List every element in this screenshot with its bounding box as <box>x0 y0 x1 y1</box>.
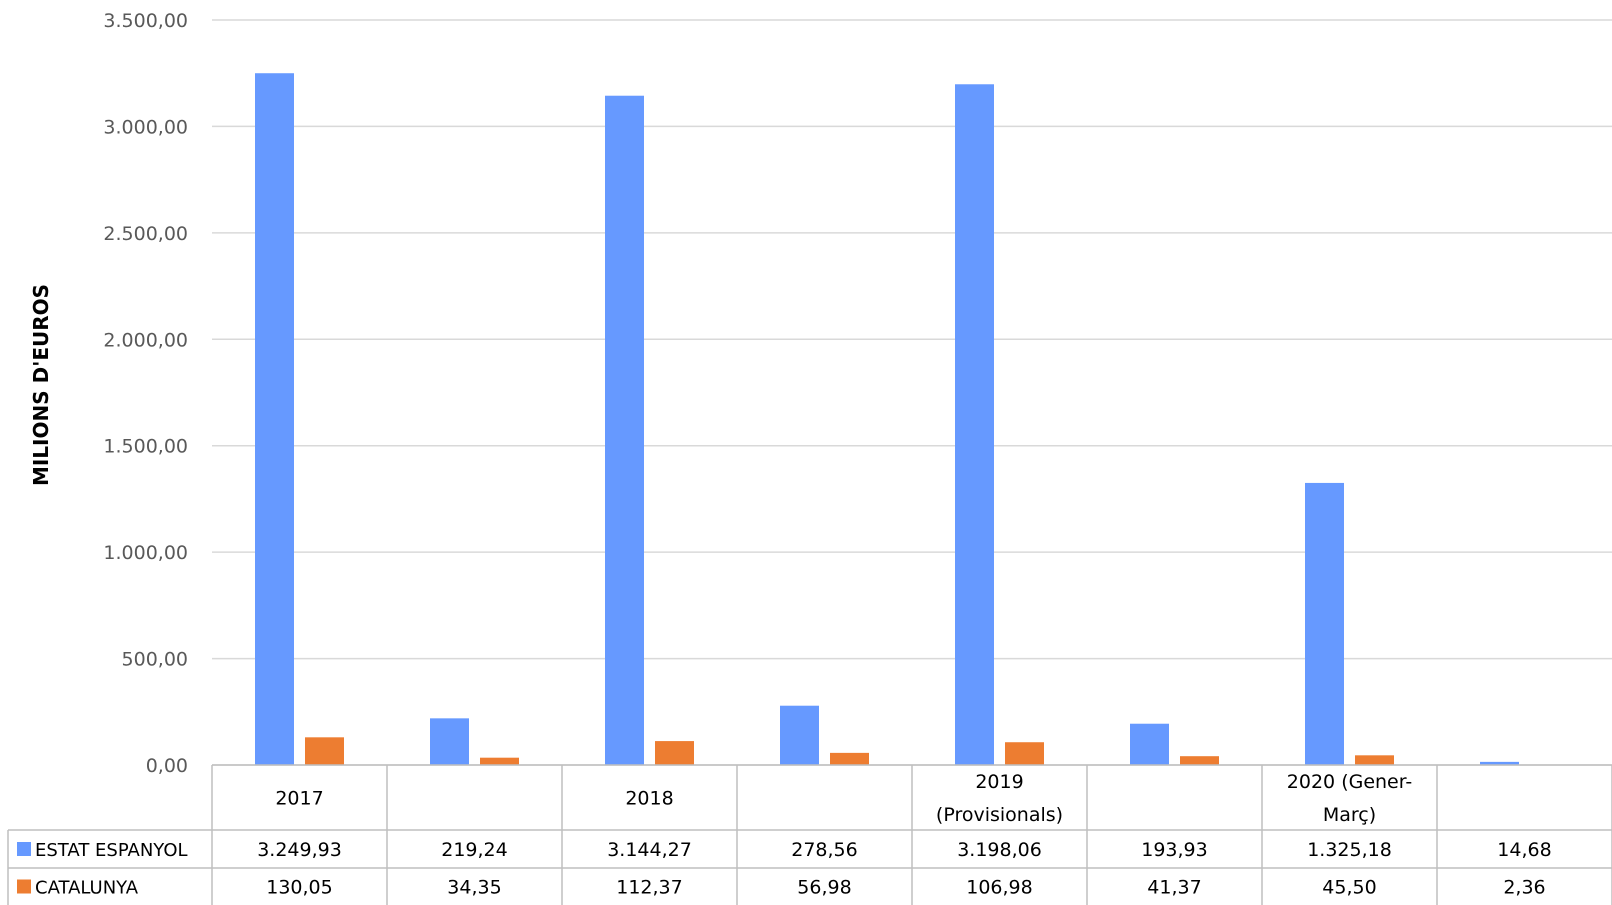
data-label: 3.198,06 <box>957 839 1042 861</box>
legend-swatch <box>17 842 31 856</box>
y-tick-label: 1.500,00 <box>103 436 188 458</box>
bar-estat-espanyol <box>955 84 994 766</box>
y-tick-label: 3.000,00 <box>103 116 188 138</box>
y-axis-ticks: 0,00 500,00 1.000,00 1.500,00 2.000,00 2.500,… <box>103 10 188 777</box>
y-tick-label: 1.000,00 <box>103 542 188 564</box>
data-label: 3.144,27 <box>607 839 692 861</box>
bar-catalunya <box>830 752 869 765</box>
bar-estat-espanyol <box>1480 761 1519 765</box>
bar-estat-espanyol <box>430 718 469 765</box>
bar-catalunya <box>655 741 694 765</box>
bar-catalunya <box>480 757 519 765</box>
bar-estat-espanyol <box>1305 482 1344 765</box>
bar-estat-espanyol <box>780 705 819 765</box>
data-label: 45,50 <box>1322 877 1376 899</box>
y-tick-label: 0,00 <box>146 755 188 777</box>
data-label: 278,56 <box>791 839 857 861</box>
bar-catalunya <box>1180 756 1219 765</box>
bar-catalunya <box>305 737 344 765</box>
data-label: 56,98 <box>797 877 851 899</box>
gridlines <box>212 19 1612 766</box>
data-label: 219,24 <box>441 839 507 861</box>
y-tick-label: 2.000,00 <box>103 329 188 351</box>
data-label: 14,68 <box>1497 839 1551 861</box>
category-label: 2017 <box>275 788 323 810</box>
category-label: 2019 <box>975 771 1023 793</box>
y-axis-label: MILIONS D'EUROS <box>29 284 53 486</box>
y-tick-label: 500,00 <box>122 649 188 671</box>
data-label: 106,98 <box>966 877 1032 899</box>
bar-estat-espanyol <box>1130 723 1169 765</box>
legend-swatch <box>17 879 31 894</box>
bars <box>255 73 1569 766</box>
y-tick-label: 3.500,00 <box>103 10 188 32</box>
bar-estat-espanyol <box>605 95 644 766</box>
data-label: 3.249,93 <box>257 839 342 861</box>
y-tick-label: 2.500,00 <box>103 223 188 245</box>
category-label: 2018 <box>625 788 673 810</box>
bar-catalunya <box>1005 742 1044 765</box>
data-label: 112,37 <box>616 877 682 899</box>
data-label: 41,37 <box>1147 877 1201 899</box>
data-label: 1.325,18 <box>1307 839 1392 861</box>
data-table: 2017 2018 2019 (Provisionals) 2020 (Gener- Ma… <box>7 764 1612 905</box>
series-name: CATALUNYA <box>35 878 139 899</box>
bar-estat-espanyol <box>255 73 294 765</box>
bar-catalunya <box>1355 755 1394 765</box>
data-label: 130,05 <box>266 877 332 899</box>
data-label: 2,36 <box>1503 877 1545 899</box>
category-label: Març) <box>1323 804 1376 826</box>
category-label: (Provisionals) <box>936 804 1063 826</box>
series-name: ESTAT ESPANYOL <box>35 840 188 861</box>
category-label: 2020 (Gener- <box>1287 771 1412 793</box>
data-label: 193,93 <box>1141 839 1207 861</box>
data-label: 34,35 <box>447 877 501 899</box>
